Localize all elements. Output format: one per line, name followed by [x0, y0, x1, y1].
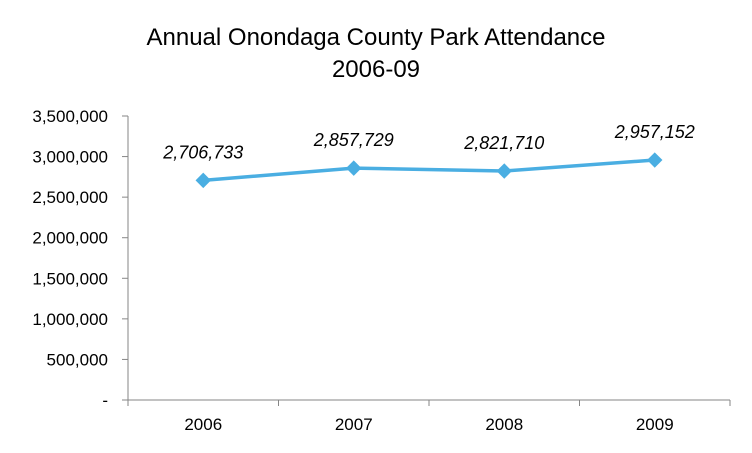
chart-title: Annual Onondaga County Park Attendance [146, 24, 606, 51]
series-line [203, 158, 655, 183]
data-label: 2,857,729 [313, 130, 394, 150]
data-label: 2,706,733 [162, 142, 243, 162]
y-tick-label: 500,000 [47, 350, 108, 369]
data-point-marker [496, 163, 512, 179]
data-point-marker [195, 172, 211, 189]
y-tick-label: 2,000,000 [32, 229, 108, 248]
y-tick-label: 1,500,000 [32, 269, 108, 288]
x-tick-label: 2009 [636, 415, 674, 434]
data-label: 2,821,710 [463, 133, 544, 153]
y-tick-label: 1,000,000 [32, 310, 108, 329]
data-point-marker [647, 152, 663, 168]
data-point-marker [346, 160, 362, 176]
chart-subtitle: 2006-09 [331, 56, 421, 83]
x-tick-label: 2007 [335, 415, 373, 434]
y-tick-label: 2,500,000 [32, 188, 108, 207]
y-tick-label: 3,500,000 [32, 107, 108, 126]
x-tick-label: 2008 [485, 415, 523, 434]
y-tick-label: 3,000,000 [32, 148, 108, 167]
y-tick-label: - [102, 391, 108, 410]
chart-title-block: Annual Onondaga County Park Attendance 2… [0, 22, 752, 86]
data-label: 2,957,152 [614, 122, 695, 142]
x-tick-label: 2006 [184, 415, 222, 434]
